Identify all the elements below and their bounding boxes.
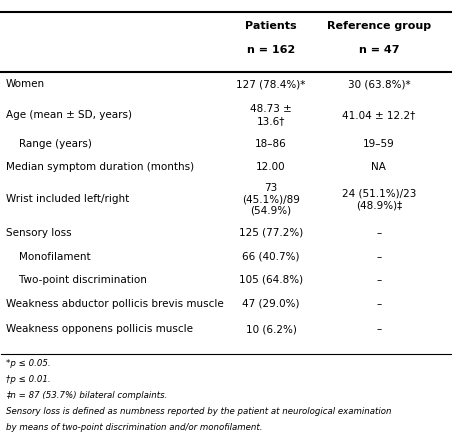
Text: 127 (78.4%)*: 127 (78.4%)* xyxy=(237,79,306,89)
Text: Sensory loss is defined as numbness reported by the patient at neurological exam: Sensory loss is defined as numbness repo… xyxy=(6,407,392,416)
Text: by means of two-point discrimination and/or monofilament.: by means of two-point discrimination and… xyxy=(6,423,263,432)
Text: Range (years): Range (years) xyxy=(6,139,92,149)
Text: 24 (51.1%)/23
(48.9%)‡: 24 (51.1%)/23 (48.9%)‡ xyxy=(342,188,416,210)
Text: Two-point discrimination: Two-point discrimination xyxy=(6,275,147,284)
Text: 30 (63.8%)*: 30 (63.8%)* xyxy=(347,79,410,89)
Text: Age (mean ± SD, years): Age (mean ± SD, years) xyxy=(6,110,132,120)
Text: Median symptom duration (months): Median symptom duration (months) xyxy=(6,162,194,172)
Text: Weakness opponens pollicis muscle: Weakness opponens pollicis muscle xyxy=(6,324,193,334)
Text: NA: NA xyxy=(372,162,386,172)
Text: 47 (29.0%): 47 (29.0%) xyxy=(242,299,300,309)
Text: Sensory loss: Sensory loss xyxy=(6,228,72,238)
Text: Wrist included left/right: Wrist included left/right xyxy=(6,194,129,204)
Text: 48.73 ±
13.6†: 48.73 ± 13.6† xyxy=(250,104,292,126)
Text: 125 (77.2%): 125 (77.2%) xyxy=(239,228,303,238)
Text: Weakness abductor pollicis brevis muscle: Weakness abductor pollicis brevis muscle xyxy=(6,299,224,309)
Text: *p ≤ 0.05.: *p ≤ 0.05. xyxy=(6,359,51,367)
Text: –: – xyxy=(376,275,382,284)
Text: 18–86: 18–86 xyxy=(255,139,287,149)
Text: 19–59: 19–59 xyxy=(363,139,395,149)
Text: 10 (6.2%): 10 (6.2%) xyxy=(246,324,296,334)
Text: Women: Women xyxy=(6,79,45,89)
Text: 73
(45.1%)/89
(54.9%): 73 (45.1%)/89 (54.9%) xyxy=(242,183,300,216)
Text: n = 47: n = 47 xyxy=(359,45,399,55)
Text: 41.04 ± 12.2†: 41.04 ± 12.2† xyxy=(342,110,416,120)
Text: Patients: Patients xyxy=(245,21,297,31)
Text: –: – xyxy=(376,228,382,238)
Text: 105 (64.8%): 105 (64.8%) xyxy=(239,275,303,284)
Text: 12.00: 12.00 xyxy=(256,162,286,172)
Text: n = 162: n = 162 xyxy=(247,45,295,55)
Text: ‡n = 87 (53.7%) bilateral complaints.: ‡n = 87 (53.7%) bilateral complaints. xyxy=(6,391,167,400)
Text: Reference group: Reference group xyxy=(327,21,431,31)
Text: –: – xyxy=(376,324,382,334)
Text: †p ≤ 0.01.: †p ≤ 0.01. xyxy=(6,375,51,384)
Text: –: – xyxy=(376,299,382,309)
Text: –: – xyxy=(376,252,382,262)
Text: 66 (40.7%): 66 (40.7%) xyxy=(242,252,300,262)
Text: Monofilament: Monofilament xyxy=(6,252,91,262)
